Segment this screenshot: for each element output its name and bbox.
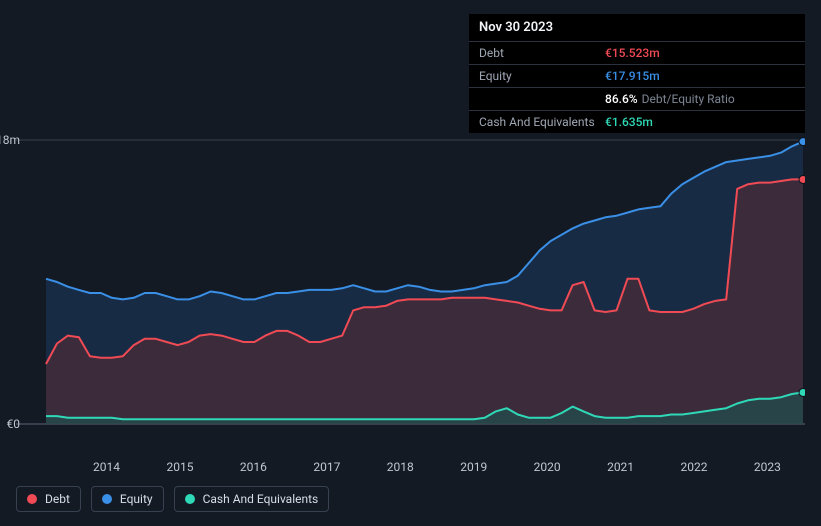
- tooltip-row: Cash And Equivalents€1.635m: [469, 110, 805, 133]
- x-axis-label: 2016: [240, 460, 267, 474]
- tooltip-value: €17.915m: [605, 69, 660, 83]
- legend-label: Equity: [120, 492, 153, 506]
- x-axis-label: 2021: [607, 460, 634, 474]
- tooltip-value: €15.523m: [605, 46, 660, 60]
- tooltip-label: Debt: [479, 46, 605, 60]
- financials-chart: [16, 122, 805, 442]
- legend-dot-icon: [102, 494, 112, 504]
- y-axis-label: €0: [0, 417, 26, 431]
- tooltip-label: Equity: [479, 69, 605, 83]
- y-axis-label: €18m: [0, 133, 26, 147]
- tooltip-date: Nov 30 2023: [469, 14, 805, 41]
- x-axis-label: 2017: [313, 460, 340, 474]
- chart-area[interactable]: €0€18m: [16, 122, 805, 470]
- legend-item[interactable]: Debt: [16, 486, 81, 512]
- tooltip-label: Cash And Equivalents: [479, 115, 605, 129]
- legend-dot-icon: [185, 494, 195, 504]
- x-axis-label: 2022: [680, 460, 707, 474]
- legend-item[interactable]: Equity: [91, 486, 164, 512]
- tooltip-row: Equity€17.915m: [469, 64, 805, 87]
- x-axis-label: 2018: [387, 460, 414, 474]
- x-axis-label: 2019: [460, 460, 487, 474]
- x-axis-label: 2023: [754, 460, 781, 474]
- x-axis-labels: 2014 2015 2016 2017 2018 2019 2020 2021 2022 2023: [16, 460, 805, 478]
- x-axis-label: 2015: [166, 460, 193, 474]
- legend-label: Debt: [45, 492, 70, 506]
- x-axis-label: 2020: [534, 460, 561, 474]
- tooltip-row: Debt€15.523m: [469, 41, 805, 64]
- legend-dot-icon: [27, 494, 37, 504]
- chart-tooltip: Nov 30 2023 Debt€15.523mEquity€17.915m86…: [469, 14, 805, 133]
- tooltip-extra: Debt/Equity Ratio: [642, 92, 735, 106]
- tooltip-value: €1.635m: [605, 115, 653, 129]
- tooltip-row: 86.6% Debt/Equity Ratio: [469, 87, 805, 110]
- tooltip-value: 86.6%: [605, 92, 638, 106]
- legend-item[interactable]: Cash And Equivalents: [174, 486, 330, 512]
- legend-label: Cash And Equivalents: [203, 492, 319, 506]
- tooltip-label: [479, 92, 605, 106]
- x-axis-label: 2014: [93, 460, 120, 474]
- legend: Debt Equity Cash And Equivalents: [16, 486, 329, 512]
